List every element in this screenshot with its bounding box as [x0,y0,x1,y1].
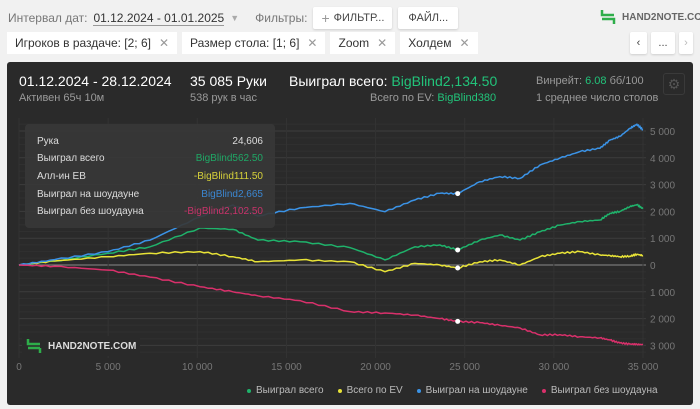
y-tick-label: 1 000 [650,234,675,245]
legend-item[interactable]: Всего по EV [337,385,403,396]
y-tick-label: 2 000 [650,315,675,326]
chevron-right-icon[interactable]: › [679,32,693,54]
hand2note-logo-icon [26,339,42,353]
settings-gear-icon[interactable]: ⚙ [663,73,685,95]
y-tick-label: 3 000 [650,341,675,352]
more-button[interactable]: ... [651,32,675,54]
legend-dot-icon [416,388,421,393]
x-tick-label: 10 000 [182,362,213,373]
y-tick-label: 0 [650,261,656,272]
watermark-logo: HAND2NOTE.COM [22,336,141,356]
y-tick-label: 5 000 [650,127,675,138]
filter-chip[interactable]: Размер стола: [1; 6] ✕ [182,32,326,54]
legend-dot-icon [337,388,342,393]
toolbar: Интервал дат: 01.12.2024 - 01.01.2025 ▼ … [8,7,459,29]
highlight-point [455,191,461,197]
series-line-1 [18,250,644,273]
brand-logo: HAND2NOTE.COM [600,9,700,25]
filter-chip[interactable]: Zoom ✕ [330,32,396,54]
y-tick-label: 4 000 [650,154,675,165]
close-icon[interactable]: ✕ [459,36,470,50]
won-total: Выиграл всего: BigBlind2,134.50 [289,73,498,89]
close-icon[interactable]: ✕ [377,36,388,50]
chevron-left-icon[interactable]: ‹ [630,32,647,54]
date-range-label: Интервал дат: [8,11,88,25]
hands-per-hour: 538 рук в час [190,92,258,104]
plus-icon: + [321,10,330,26]
hands-count: 35 085 Руки [190,73,267,89]
ev-total: Всего по EV: BigBlind380 [370,92,497,104]
chevron-down-icon[interactable]: ▼ [230,13,240,23]
legend-item[interactable]: Выиграл на шоудауне [416,385,528,396]
close-icon[interactable]: ✕ [307,36,318,50]
x-tick-label: 20 000 [360,362,391,373]
highlight-point [455,247,461,253]
x-tick-label: 35 000 [628,362,659,373]
filters-label: Фильтры: [255,11,308,25]
x-tick-label: 5 000 [96,362,121,373]
filter-chips: Игроков в раздаче: [2; 6] ✕ Размер стола:… [7,32,478,54]
legend-item[interactable]: Выиграл без шоудауна [541,385,658,396]
chart-legend: Выиграл всего Всего по EV Выиграл на шоу… [247,385,658,396]
legend-dot-icon [541,388,546,393]
legend-item[interactable]: Выиграл всего [247,385,324,396]
y-tick-label: 2 000 [650,207,675,218]
filter-chip[interactable]: Холдем ✕ [400,32,478,54]
x-tick-label: 15 000 [271,362,302,373]
avg-tables: 1 среднее число столов [536,92,659,104]
chart-tooltip: Рука 24,606 Выиграл всего BigBlind562.50 А… [25,124,275,228]
period-text: 01.12.2024 - 28.12.2024 [19,73,172,89]
active-time: Активен 65ч 10м [19,92,105,104]
y-tick-label: 1 000 [650,288,675,299]
date-range-select[interactable]: 01.12.2024 - 01.01.2025 [93,10,225,26]
close-icon[interactable]: ✕ [158,36,170,50]
hand2note-logo-icon [600,10,616,24]
filter-chip[interactable]: Игроков в раздаче: [2; 6] ✕ [7,32,178,54]
file-button[interactable]: ФАЙЛ... [398,7,459,29]
legend-dot-icon [247,388,251,393]
winrate: Винрейт: 6.08 бб/100 [536,75,644,87]
y-tick-label: 3 000 [650,181,675,192]
x-tick-label: 25 000 [449,362,480,373]
highlight-point [455,318,461,324]
highlight-point [455,265,461,271]
add-filter-button[interactable]: + ФИЛЬТР... [313,7,393,29]
x-tick-label: 0 [16,362,22,373]
x-tick-label: 30 000 [539,362,570,373]
